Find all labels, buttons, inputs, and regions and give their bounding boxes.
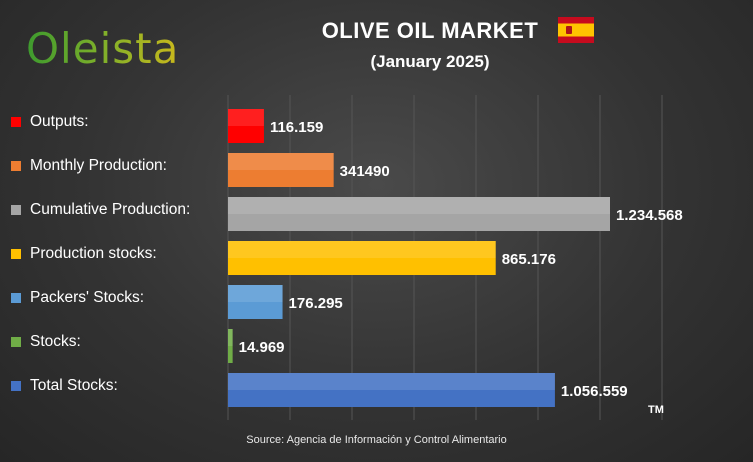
value-label: 1.234.568 bbox=[616, 207, 683, 224]
category-label: Total Stocks: bbox=[30, 377, 118, 394]
value-label: 14.969 bbox=[239, 339, 285, 356]
bar-highlight bbox=[228, 373, 555, 390]
bar-highlight bbox=[228, 241, 496, 258]
chart-title: OLIVE OIL MARKET bbox=[321, 18, 539, 43]
legend-marker bbox=[11, 249, 21, 259]
value-label: 176.295 bbox=[289, 295, 343, 312]
value-label: 116.159 bbox=[270, 119, 323, 136]
category-label: Stocks: bbox=[30, 333, 81, 350]
category-label: Outputs: bbox=[30, 113, 89, 130]
chart-subtitle: (January 2025) bbox=[370, 52, 490, 71]
bar-highlight bbox=[228, 285, 283, 302]
bar bbox=[228, 285, 283, 319]
bar bbox=[228, 197, 610, 231]
legend-marker bbox=[11, 161, 21, 171]
bar bbox=[228, 241, 496, 275]
bar bbox=[228, 329, 233, 363]
value-label: 1.056.559 bbox=[561, 383, 628, 400]
bar bbox=[228, 153, 334, 187]
legend-marker bbox=[11, 381, 21, 391]
spain-flag-icon bbox=[558, 17, 594, 43]
category-label: Production stocks: bbox=[30, 245, 157, 262]
bar bbox=[228, 109, 264, 143]
legend-marker bbox=[11, 205, 21, 215]
category-label: Packers' Stocks: bbox=[30, 289, 144, 306]
bar-highlight bbox=[228, 329, 233, 346]
legend-marker bbox=[11, 337, 21, 347]
legend-marker bbox=[11, 293, 21, 303]
bar-highlight bbox=[228, 197, 610, 214]
value-label: 865.176 bbox=[502, 251, 556, 268]
oleista-logo: Oleista bbox=[26, 24, 180, 73]
bar bbox=[228, 373, 555, 407]
value-label: 341490 bbox=[340, 163, 390, 180]
bar-highlight bbox=[228, 153, 334, 170]
trademark-mark: TM bbox=[648, 404, 664, 416]
bar-highlight bbox=[228, 109, 264, 126]
source-note: Source: Agencia de Información y Control… bbox=[246, 434, 507, 446]
category-label: Monthly Production: bbox=[30, 157, 167, 174]
legend-marker bbox=[11, 117, 21, 127]
category-label: Cumulative Production: bbox=[30, 201, 190, 218]
